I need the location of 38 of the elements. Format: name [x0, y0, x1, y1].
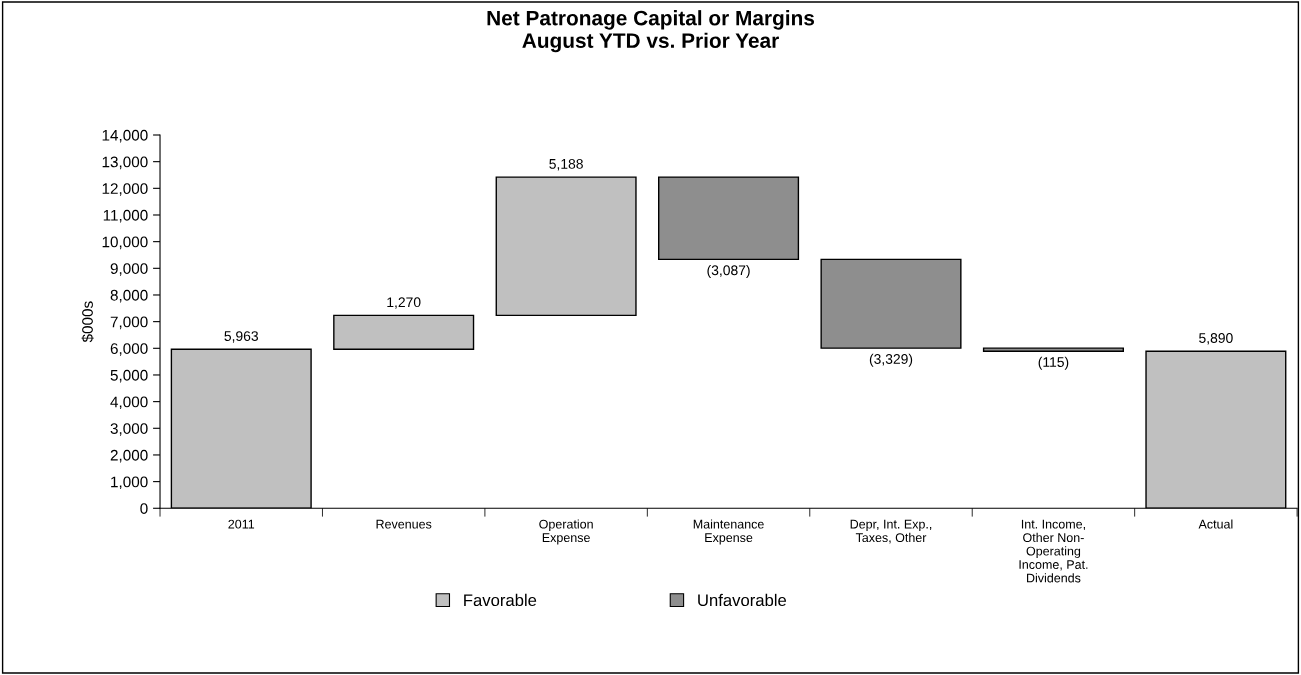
x-tick-label: Operation Expense — [539, 519, 593, 545]
data-label: 5,963 — [224, 331, 259, 343]
bar — [820, 258, 962, 349]
y-tick-label: 5,000 — [110, 369, 148, 383]
data-label: 1,270 — [387, 297, 421, 309]
x-tick-label: Int. Income, Other Non- Operating Income, Pat. Dividends — [1019, 519, 1088, 583]
x-tick-label: Depr, Int. Exp., Taxes, Other — [850, 519, 932, 544]
y-tick-label: 0 — [140, 503, 148, 514]
y-tick-label: 3,000 — [110, 423, 148, 436]
y-tick-label: 8,000 — [110, 289, 148, 303]
y-tick-label: 11,000 — [103, 209, 148, 223]
chart-title: Net Patronage Capital or Margins August YTD vs. Prior Year — [487, 10, 815, 53]
bar — [495, 176, 637, 317]
y-tick-label: 7,000 — [110, 316, 148, 330]
legend-label: Unfavorable — [698, 593, 787, 607]
x-tick-label: Maintenance Expense — [693, 519, 764, 545]
y-tick-label: 4,000 — [110, 396, 148, 410]
bar — [658, 176, 800, 261]
x-tick-label: Revenues — [376, 519, 432, 529]
x-tick-label: 2011 — [228, 519, 255, 529]
legend-label: Favorable — [464, 593, 537, 607]
data-label: 5,890 — [1199, 333, 1233, 345]
x-tick-label: Actual — [1198, 519, 1233, 529]
data-label: (115) — [1038, 356, 1069, 370]
bar — [982, 347, 1124, 352]
y-tick-label: 10,000 — [102, 236, 148, 250]
y-tick-label: 1,000 — [111, 476, 148, 490]
y-tick-label: 14,000 — [102, 129, 148, 143]
y-axis-title: $000s — [81, 301, 94, 343]
y-tick-label: 12,000 — [102, 183, 148, 196]
y-tick-label: 13,000 — [102, 156, 148, 170]
y-tick-label: 6,000 — [110, 343, 148, 356]
y-tick-label: 2,000 — [110, 449, 148, 463]
data-label: (3,329) — [869, 353, 913, 367]
data-label: 5,188 — [549, 158, 583, 171]
y-tick-label: 9,000 — [110, 263, 148, 276]
data-label: (3,087) — [707, 264, 750, 278]
bar — [333, 314, 475, 350]
